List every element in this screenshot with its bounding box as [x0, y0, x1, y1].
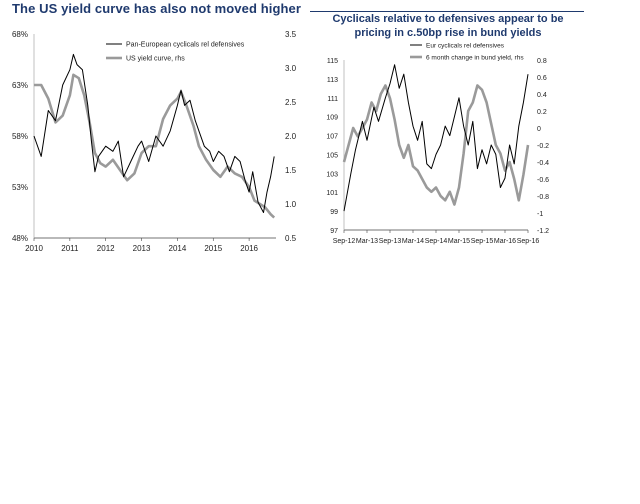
y-right-tick-label: 2.5	[285, 98, 297, 107]
y-left-tick-label: 68%	[12, 30, 28, 39]
x-tick-label: 2014	[169, 244, 187, 253]
x-tick-label: 2015	[204, 244, 222, 253]
y-left-tick-label: 97	[330, 228, 338, 235]
series-line-black	[33, 53, 275, 213]
y-left-tick-label: 115	[327, 58, 338, 65]
y-right-tick-label: 1.5	[285, 166, 297, 175]
legend-label: Eur cyclicals rel defensives	[426, 43, 505, 50]
y-right-tick-label: -0.8	[537, 194, 549, 201]
x-tick-label: 2013	[133, 244, 151, 253]
x-tick-label: Mar-16	[494, 238, 516, 245]
y-right-tick-label: -0.2	[537, 143, 549, 150]
y-left-tick-label: 113	[327, 77, 338, 84]
x-tick-label: Sep-13	[379, 238, 402, 245]
x-tick-label: Mar-15	[448, 238, 470, 245]
y-left-tick-label: 109	[326, 115, 338, 122]
y-right-tick-label: 0.6	[537, 75, 547, 82]
y-right-tick-label: 2.0	[285, 132, 297, 141]
x-tick-label: 2016	[240, 244, 258, 253]
y-left-tick-label: 63%	[12, 81, 28, 90]
y-right-tick-label: 3.5	[285, 30, 297, 39]
y-right-tick-label: -0.4	[537, 160, 549, 167]
y-left-tick-label: 48%	[12, 234, 28, 243]
y-left-tick-label: 107	[326, 134, 338, 141]
y-right-tick-label: -1	[537, 211, 543, 218]
series-line-grey	[34, 73, 276, 219]
legend-label: 6 month change in bund yield, rhs	[426, 55, 524, 62]
x-tick-label: Mar-14	[402, 238, 424, 245]
y-right-tick-label: -1.2	[537, 228, 549, 235]
x-tick-label: Mar-13	[356, 238, 378, 245]
y-right-tick-label: 3.0	[285, 64, 297, 73]
x-tick-label: Sep-16	[517, 238, 540, 245]
legend-label: US yield curve, rhs	[126, 56, 185, 63]
y-left-tick-label: 101	[326, 190, 338, 197]
y-left-tick-label: 105	[326, 152, 338, 159]
y-right-tick-label: 0	[537, 126, 541, 133]
y-right-tick-label: 1.0	[285, 200, 297, 209]
x-tick-label: Sep-14	[425, 238, 448, 245]
y-left-tick-label: 111	[327, 96, 338, 103]
y-right-tick-label: 0.8	[537, 58, 547, 65]
right-chart-title: Cyclicals relative to defensives appear …	[332, 13, 564, 39]
x-tick-label: 2011	[61, 244, 79, 253]
y-left-tick-label: 103	[326, 171, 338, 178]
x-tick-label: Sep-12	[333, 238, 356, 245]
y-left-tick-label: 99	[330, 209, 338, 216]
x-tick-label: 2010	[25, 244, 43, 253]
y-right-tick-label: -0.6	[537, 177, 549, 184]
left-chart-title: The US yield curve has also not moved hi…	[12, 1, 302, 16]
title-rule	[310, 11, 584, 12]
y-left-tick-label: 58%	[12, 132, 28, 141]
y-right-tick-label: 0.5	[285, 234, 297, 243]
y-right-tick-label: 0.4	[537, 92, 547, 99]
legend-label: Pan-European cyclicals rel defensives	[126, 42, 245, 49]
x-tick-label: Sep-15	[471, 238, 494, 245]
y-right-tick-label: 0.2	[537, 109, 547, 116]
x-tick-label: 2012	[97, 244, 115, 253]
series-line-black	[343, 64, 529, 212]
y-left-tick-label: 53%	[12, 183, 28, 192]
